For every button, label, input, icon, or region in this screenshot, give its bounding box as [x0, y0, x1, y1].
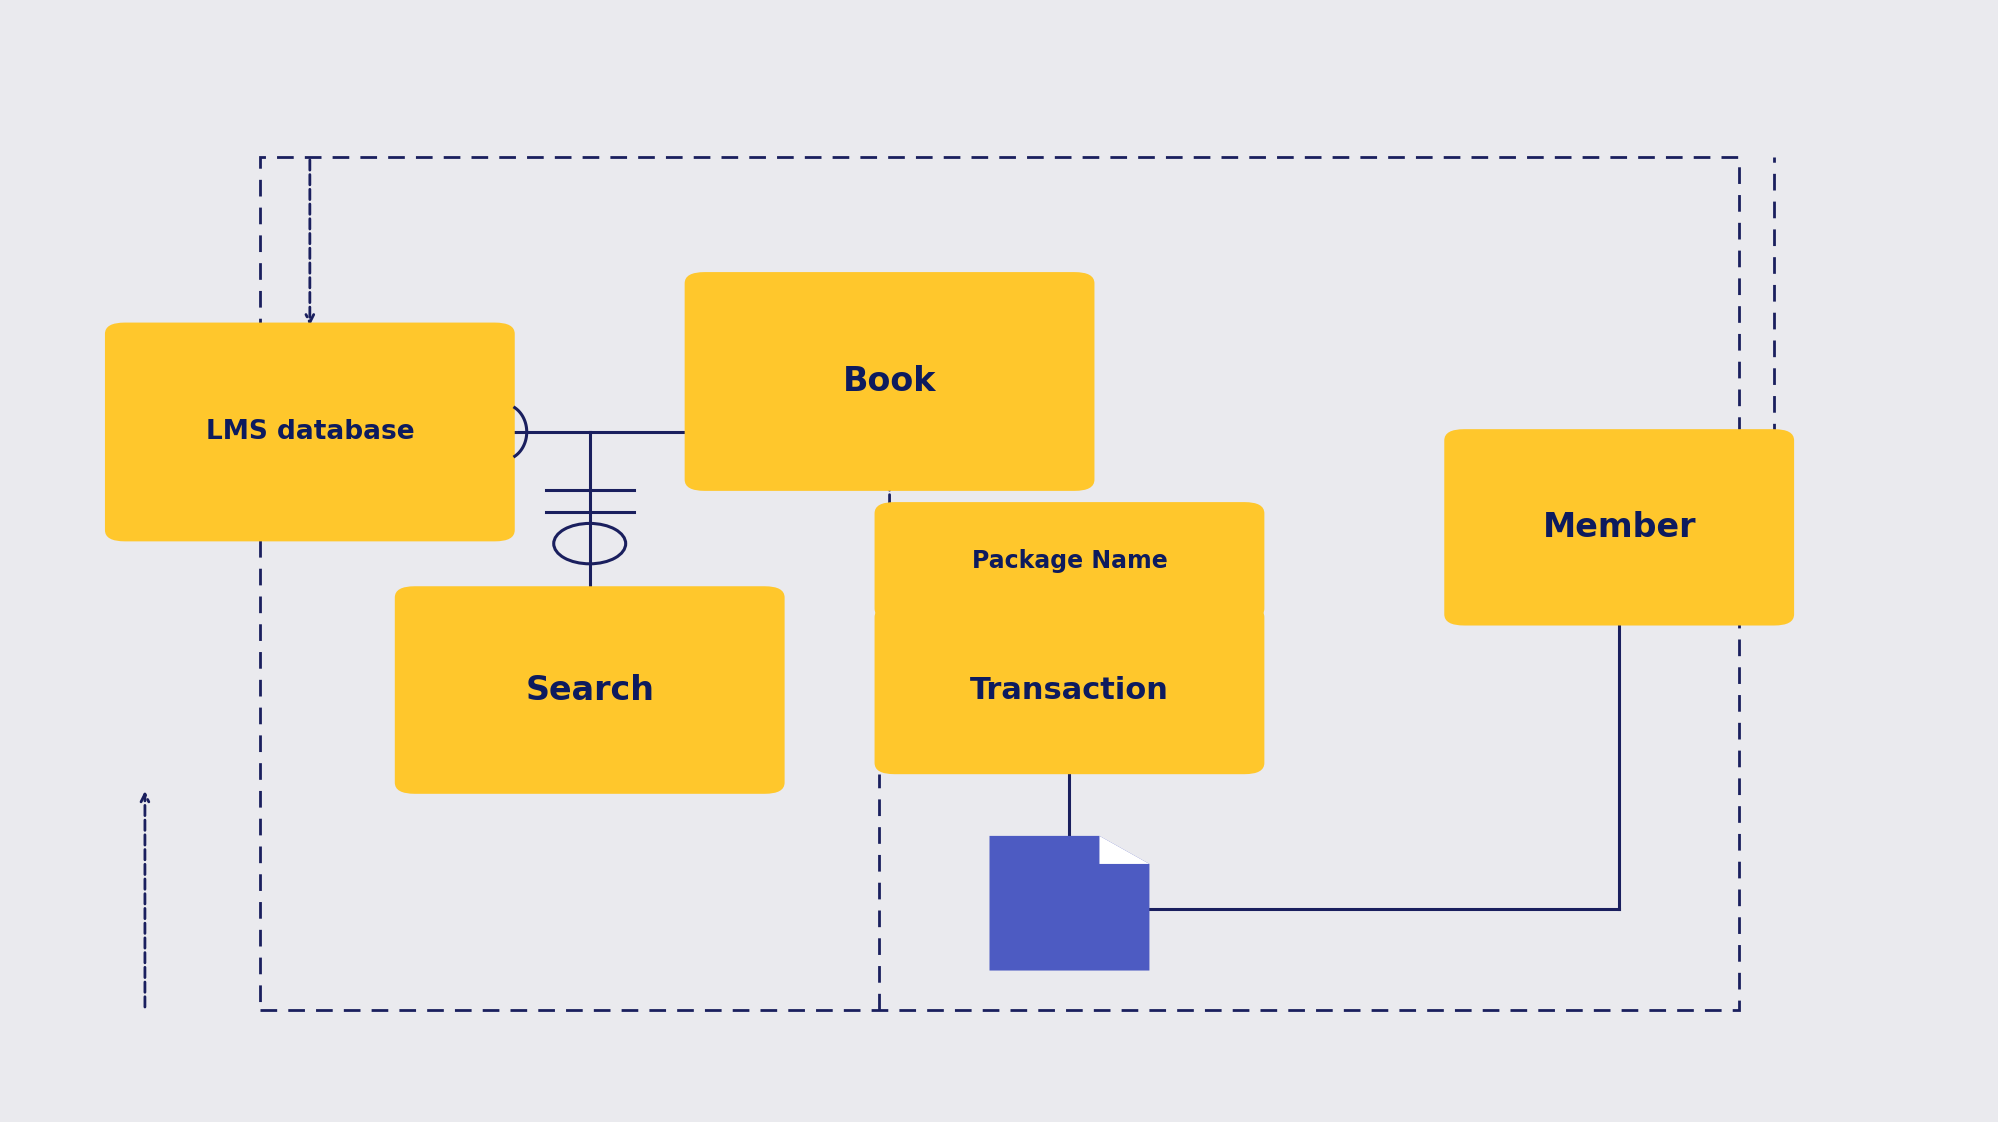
FancyBboxPatch shape: [683, 273, 1093, 491]
FancyBboxPatch shape: [873, 503, 1263, 619]
Text: LMS database: LMS database: [206, 419, 414, 445]
Polygon shape: [989, 836, 1149, 971]
FancyBboxPatch shape: [1443, 430, 1792, 626]
FancyBboxPatch shape: [394, 586, 783, 794]
FancyBboxPatch shape: [104, 323, 515, 542]
Text: Member: Member: [1542, 511, 1694, 544]
Text: Book: Book: [843, 365, 935, 398]
FancyBboxPatch shape: [873, 606, 1263, 774]
Text: Transaction: Transaction: [969, 675, 1169, 705]
Text: Search: Search: [525, 673, 653, 707]
Text: Package Name: Package Name: [971, 549, 1167, 573]
Polygon shape: [1099, 836, 1149, 864]
